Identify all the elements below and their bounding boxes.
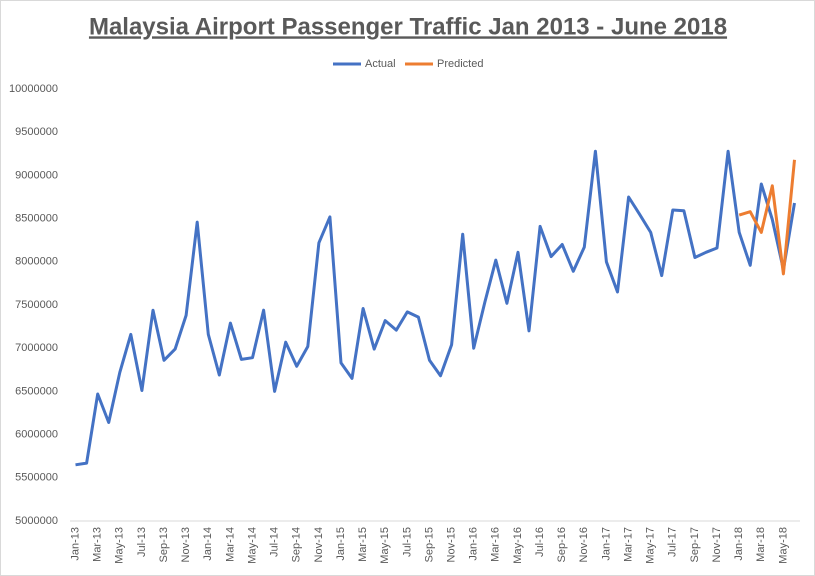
x-tick-label: Sep-13 bbox=[158, 527, 170, 562]
x-tick-label: Mar-15 bbox=[357, 527, 369, 562]
x-tick-label: Nov-13 bbox=[180, 527, 192, 562]
x-tick-label: Mar-17 bbox=[622, 527, 634, 562]
x-tick-label: May-16 bbox=[512, 527, 524, 564]
x-tick-label: May-17 bbox=[645, 527, 657, 564]
x-tick-label: Mar-18 bbox=[755, 527, 767, 562]
x-tick-label: Sep-14 bbox=[291, 527, 303, 562]
x-tick-label: May-15 bbox=[379, 527, 391, 564]
y-tick-label: 7000000 bbox=[15, 342, 58, 354]
x-tick-label: Jan-16 bbox=[468, 527, 480, 561]
y-tick-label: 6500000 bbox=[15, 385, 58, 397]
y-tick-label: 8000000 bbox=[15, 256, 58, 268]
legend-label: Actual bbox=[365, 58, 396, 70]
y-tick-label: 5000000 bbox=[15, 515, 58, 527]
x-tick-label: Mar-14 bbox=[224, 527, 236, 562]
y-tick-label: 6000000 bbox=[15, 429, 58, 441]
x-tick-label: Jan-13 bbox=[69, 527, 81, 561]
y-tick-label: 7500000 bbox=[15, 299, 58, 311]
x-tick-label: Jan-14 bbox=[202, 527, 214, 561]
series-line bbox=[75, 149, 796, 467]
y-tick-label: 9000000 bbox=[15, 169, 58, 181]
x-tick-label: Nov-16 bbox=[578, 527, 590, 562]
series-line bbox=[738, 159, 796, 276]
x-tick-label: Sep-17 bbox=[689, 527, 701, 562]
y-tick-label: 10000000 bbox=[9, 83, 58, 95]
y-tick-label: 9500000 bbox=[15, 126, 58, 138]
x-tick-label: Mar-16 bbox=[490, 527, 502, 562]
x-tick-label: Sep-15 bbox=[423, 527, 435, 562]
x-tick-label: Nov-17 bbox=[711, 527, 723, 562]
x-tick-label: Nov-15 bbox=[445, 527, 457, 562]
y-tick-label: 8500000 bbox=[15, 213, 58, 225]
x-tick-label: Jan-17 bbox=[600, 527, 612, 561]
x-tick-label: Mar-13 bbox=[92, 527, 104, 562]
y-tick-label: 5500000 bbox=[15, 472, 58, 484]
legend-label: Predicted bbox=[437, 58, 483, 70]
chart-title: Malaysia Airport Passenger Traffic Jan 2… bbox=[89, 13, 727, 40]
x-tick-label: Jul-15 bbox=[401, 527, 413, 557]
x-tick-label: Jul-17 bbox=[667, 527, 679, 557]
x-tick-label: Jul-16 bbox=[534, 527, 546, 557]
x-tick-label: Nov-14 bbox=[313, 527, 325, 562]
x-tick-label: May-14 bbox=[246, 527, 258, 564]
x-tick-label: May-13 bbox=[114, 527, 126, 564]
x-tick-label: Jul-13 bbox=[136, 527, 148, 557]
x-tick-label: May-18 bbox=[777, 527, 789, 564]
x-tick-label: Sep-16 bbox=[556, 527, 568, 562]
x-tick-label: Jan-15 bbox=[335, 527, 347, 561]
x-tick-label: Jan-18 bbox=[733, 527, 745, 561]
x-tick-label: Jul-14 bbox=[269, 527, 281, 557]
